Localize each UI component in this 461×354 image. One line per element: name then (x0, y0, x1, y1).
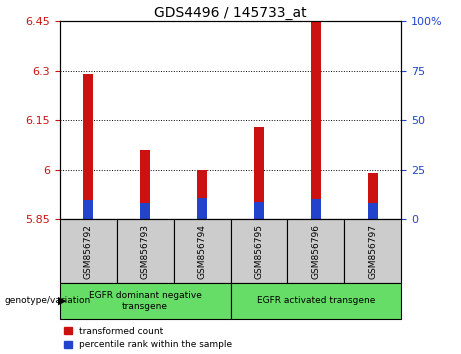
Bar (117, 219, 174, 283)
Bar (60, 283, 230, 319)
Text: GSM856792: GSM856792 (84, 224, 93, 279)
Bar (83, 200, 94, 219)
Bar (311, 199, 321, 219)
Bar (344, 219, 401, 283)
Bar (367, 173, 378, 219)
Title: GDS4496 / 145733_at: GDS4496 / 145733_at (154, 6, 307, 20)
Bar (174, 219, 230, 283)
Text: GSM856795: GSM856795 (254, 224, 263, 279)
Bar (254, 127, 264, 219)
Bar (254, 202, 264, 219)
Bar (197, 198, 207, 219)
Bar (230, 219, 287, 283)
Bar (287, 219, 344, 283)
Text: GSM856796: GSM856796 (311, 224, 320, 279)
Bar (60, 219, 117, 283)
Bar (367, 203, 378, 219)
Text: EGFR activated transgene: EGFR activated transgene (257, 296, 375, 306)
Text: EGFR dominant negative
transgene: EGFR dominant negative transgene (89, 291, 201, 310)
Text: ▶: ▶ (58, 296, 66, 306)
Text: genotype/variation: genotype/variation (5, 296, 91, 306)
Bar (311, 21, 321, 219)
Bar (83, 74, 94, 219)
Legend: transformed count, percentile rank within the sample: transformed count, percentile rank withi… (65, 327, 232, 349)
Text: GSM856793: GSM856793 (141, 224, 150, 279)
Text: GSM856797: GSM856797 (368, 224, 377, 279)
Bar (230, 283, 401, 319)
Bar (140, 203, 150, 219)
Text: GSM856794: GSM856794 (198, 224, 207, 279)
Bar (140, 150, 150, 219)
Bar (197, 170, 207, 219)
